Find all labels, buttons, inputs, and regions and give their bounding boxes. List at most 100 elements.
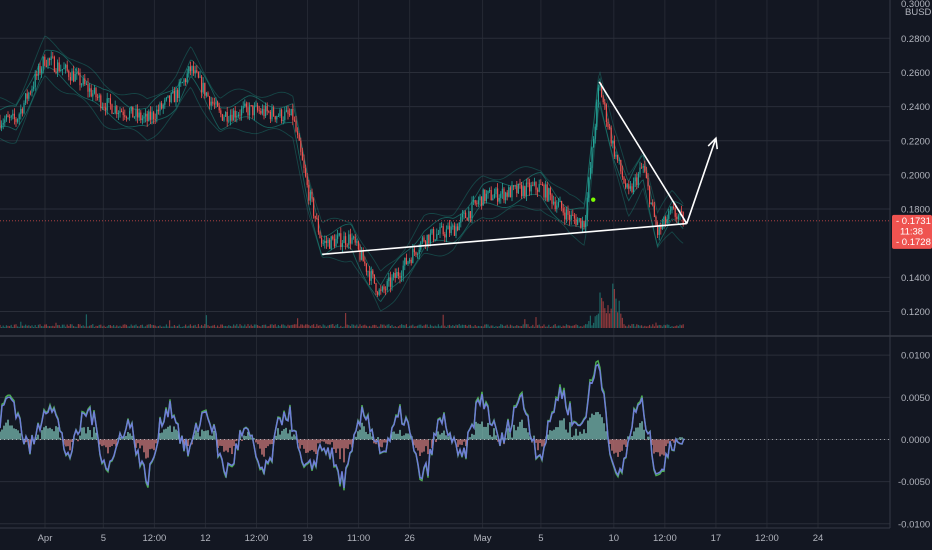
oscillator-histogram-bar — [339, 439, 341, 460]
oscillator-histogram-bar — [515, 430, 517, 440]
candle-body — [314, 215, 316, 219]
candle-body — [508, 187, 510, 197]
volume-bar — [332, 324, 334, 328]
candle-body — [629, 186, 631, 189]
candle-body — [361, 250, 363, 260]
volume-bar — [309, 326, 311, 328]
volume-bar — [25, 324, 27, 328]
candle-body — [63, 67, 65, 70]
volume-bar — [668, 324, 670, 328]
oscillator-histogram-bar — [443, 430, 445, 440]
candle-body — [431, 229, 433, 234]
candle-body — [505, 192, 507, 201]
oscillator-histogram-bar — [115, 439, 117, 447]
oscillator-histogram-bar — [351, 439, 353, 448]
support-trendline[interactable] — [322, 222, 687, 256]
oscillator-histogram-bar — [575, 428, 577, 440]
candle-body — [541, 184, 543, 186]
volume-bar — [509, 324, 511, 328]
volume-bar — [324, 325, 326, 328]
volume-bar — [561, 326, 563, 328]
oscillator-histogram-bar — [91, 437, 93, 440]
oscillator-histogram-bar — [237, 439, 239, 441]
oscillator-histogram-bar — [535, 439, 537, 443]
oscillator-main-line — [0, 363, 685, 488]
volume-bar — [191, 326, 193, 328]
candle-body — [140, 112, 142, 121]
volume-bar — [391, 324, 393, 328]
volume-bar — [247, 324, 249, 328]
volume-bar — [127, 326, 129, 328]
volume-bar — [546, 326, 548, 328]
volume-bar — [477, 325, 479, 328]
resistance-trendline[interactable] — [598, 81, 688, 224]
volume-bar — [177, 325, 179, 328]
volume-bar — [274, 324, 276, 328]
candle-body — [503, 188, 505, 201]
oscillator-histogram-bar — [289, 429, 291, 440]
candle-body — [271, 107, 273, 120]
volume-bar — [604, 308, 606, 328]
candle-body — [463, 212, 465, 215]
volume-bar — [311, 324, 313, 328]
volume-bar — [316, 324, 318, 328]
oscillator-histogram-bar — [627, 436, 629, 440]
oscillator-histogram-bar — [163, 429, 165, 440]
oscillator-histogram-bar — [539, 439, 541, 444]
oscillator-histogram-bar — [169, 425, 171, 440]
volume-bar — [609, 313, 611, 328]
volume-bar — [84, 326, 86, 328]
candle-body — [197, 72, 199, 78]
candle-body — [173, 90, 175, 103]
candle-body — [268, 111, 270, 113]
oscillator-histogram-bar — [253, 438, 255, 440]
candle-body — [460, 217, 462, 223]
volume-bar — [42, 326, 44, 328]
candle-body — [41, 68, 43, 74]
last-price-tag — [892, 214, 932, 249]
candle-body — [60, 69, 62, 72]
oscillator-histogram-bar — [131, 435, 133, 440]
oscillator-histogram-bar — [465, 439, 467, 447]
volume-bar — [249, 325, 251, 328]
oscillator-histogram-bar — [485, 426, 487, 440]
candle-body — [354, 236, 356, 243]
projection-arrow-line[interactable] — [685, 137, 717, 224]
volume-bar — [76, 326, 78, 328]
oscillator-histogram-bar — [577, 435, 579, 440]
candle-body — [415, 252, 417, 255]
candle-body — [450, 226, 452, 234]
oscillator-histogram-bar — [355, 436, 357, 440]
candle-body — [292, 108, 294, 120]
candle-body — [281, 109, 283, 121]
projection-arrow-head-icon[interactable] — [707, 136, 719, 150]
candle-body — [546, 184, 548, 201]
volume-bar — [445, 326, 447, 328]
candle-body — [570, 214, 572, 220]
oscillator-histogram-bar — [331, 439, 333, 443]
candle-body — [625, 183, 627, 188]
candle-body — [551, 194, 553, 204]
volume-bar — [465, 324, 467, 328]
volume-bar — [268, 326, 270, 328]
volume-bar — [629, 325, 631, 328]
volume-bar — [647, 326, 649, 328]
candle-body — [45, 65, 47, 67]
volume-bar — [461, 324, 463, 328]
candle-body — [218, 106, 220, 111]
volume-bar — [548, 324, 550, 328]
volume-bar — [377, 326, 379, 328]
oscillator-histogram-bar — [481, 421, 483, 440]
volume-bar — [239, 324, 241, 328]
volume-bar — [81, 326, 83, 328]
candle-body — [191, 66, 193, 72]
volume-bar — [362, 325, 364, 328]
candle-body — [644, 166, 646, 172]
volume-bar — [429, 324, 431, 328]
candle-body — [389, 277, 391, 287]
candle-body — [127, 117, 129, 119]
volume-bar — [58, 325, 60, 328]
trendline-annotations[interactable] — [322, 81, 719, 256]
candle-body — [663, 216, 665, 225]
